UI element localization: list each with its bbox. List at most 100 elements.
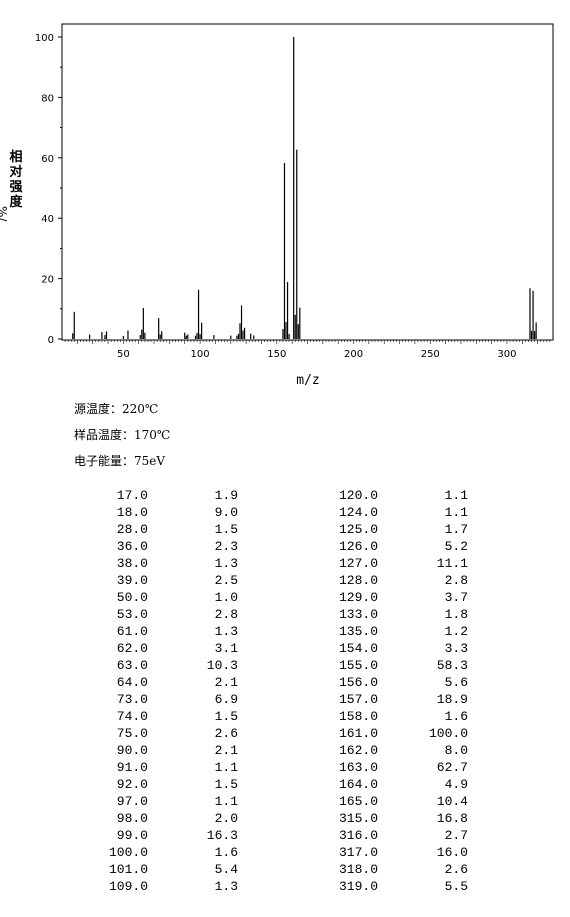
peak-mz: 124.0 <box>338 505 378 520</box>
measurement-params: 源温度：220℃ 样品温度：170℃ 电子能量：75eV <box>74 396 170 474</box>
plot-frame <box>61 23 554 341</box>
peak-mz: 133.0 <box>338 607 378 622</box>
y-axis-label: 相 对 强 度 <box>8 150 24 210</box>
y-axis-label-char: 度 <box>9 195 23 210</box>
peak-abundance: 2.0 <box>214 811 238 826</box>
peak-mz: 161.0 <box>338 726 378 741</box>
peak-abundance: 11.1 <box>436 556 468 571</box>
peak-abundance: 5.6 <box>444 675 468 690</box>
sample-temperature: 样品温度：170℃ <box>74 428 171 442</box>
y-axis: 0 20 40 60 80 100 <box>35 33 62 346</box>
y-tick-label: 20 <box>41 275 54 286</box>
x-tick-label: 100 <box>191 349 210 360</box>
mass-spectrum-chart: 0 20 40 60 80 100 50 100 150 200 250 300 m/z <box>35 23 554 388</box>
peak-abundance: 1.5 <box>214 777 238 792</box>
x-tick-label: 200 <box>344 349 363 360</box>
peak-abundance: 58.3 <box>436 658 468 673</box>
peak-mz: 98.0 <box>116 811 148 826</box>
peak-abundance: 3.3 <box>444 641 468 656</box>
peak-abundance: 9.0 <box>214 505 238 520</box>
peak-abundance: 1.8 <box>444 607 468 622</box>
y-axis-label-char: 相 <box>9 150 23 165</box>
peak-mz: 100.0 <box>108 845 148 860</box>
peak-abundance: 1.1 <box>444 505 468 520</box>
peak-abundance: 1.5 <box>214 709 238 724</box>
peak-abundance: 3.7 <box>444 590 468 605</box>
peak-abundance: 2.1 <box>214 675 238 690</box>
peak-abundance: 5.2 <box>444 539 468 554</box>
peak-mz: 109.0 <box>108 879 148 894</box>
peak-mz: 319.0 <box>338 879 378 894</box>
peak-mz: 317.0 <box>338 845 378 860</box>
peak-mz: 50.0 <box>116 590 148 605</box>
peak-abundance: 1.5 <box>214 522 238 537</box>
peak-mz: 135.0 <box>338 624 378 639</box>
x-axis-label: m/z <box>296 373 319 388</box>
peak-mz: 101.0 <box>108 862 148 877</box>
peak-abundance: 4.9 <box>444 777 468 792</box>
peak-mz: 75.0 <box>116 726 148 741</box>
y-tick-label: 80 <box>41 93 54 104</box>
peak-abundance: 1.0 <box>214 590 238 605</box>
peak-abundance: 1.3 <box>214 624 238 639</box>
x-tick-label: 250 <box>421 349 440 360</box>
peak-mz: 73.0 <box>116 692 148 707</box>
peak-bars <box>72 37 537 339</box>
peak-abundance: 1.1 <box>444 488 468 503</box>
peak-abundance: 1.1 <box>214 794 238 809</box>
peak-mz: 64.0 <box>116 675 148 690</box>
peak-abundance: 1.6 <box>444 709 468 724</box>
y-tick-label: 0 <box>48 335 54 346</box>
peak-mz: 126.0 <box>338 539 378 554</box>
peak-abundance: 2.6 <box>444 862 468 877</box>
peak-abundance: 16.0 <box>436 845 468 860</box>
peak-mz: 165.0 <box>338 794 378 809</box>
x-tick-label: 50 <box>117 349 130 360</box>
peak-abundance: 1.3 <box>214 556 238 571</box>
peak-mz: 157.0 <box>338 692 378 707</box>
peak-mz: 156.0 <box>338 675 378 690</box>
peak-mz: 128.0 <box>338 573 378 588</box>
peak-abundance: 2.6 <box>214 726 238 741</box>
peak-mz: 36.0 <box>116 539 148 554</box>
peak-mz: 316.0 <box>338 828 378 843</box>
peak-abundance: 1.9 <box>214 488 238 503</box>
peak-mz: 61.0 <box>116 624 148 639</box>
peak-mz: 28.0 <box>116 522 148 537</box>
peak-abundance: 1.2 <box>444 624 468 639</box>
peak-abundance: 16.8 <box>436 811 468 826</box>
peak-abundance: 5.4 <box>214 862 238 877</box>
peak-mz: 162.0 <box>338 743 378 758</box>
y-tick-label: 60 <box>41 154 54 165</box>
y-axis-label-char: 强 <box>9 180 23 195</box>
y-axis-label-char: 对 <box>9 165 23 180</box>
peak-mz: 125.0 <box>338 522 378 537</box>
peak-abundance: 16.3 <box>206 828 238 843</box>
peak-mz: 163.0 <box>338 760 378 775</box>
peak-abundance: 1.3 <box>214 879 238 894</box>
peak-abundance: 100.0 <box>428 726 468 741</box>
x-tick-label: 150 <box>267 349 286 360</box>
x-axis: 50 100 150 200 250 300 <box>64 340 551 360</box>
y-tick-label: 40 <box>41 214 54 225</box>
peak-mz: 53.0 <box>116 607 148 622</box>
peak-mz: 129.0 <box>338 590 378 605</box>
peak-mz: 120.0 <box>338 488 378 503</box>
peak-abundance: 5.5 <box>444 879 468 894</box>
peak-mz: 97.0 <box>116 794 148 809</box>
peak-mz: 158.0 <box>338 709 378 724</box>
peak-mz: 99.0 <box>116 828 148 843</box>
peak-abundance: 10.4 <box>436 794 468 809</box>
peak-mz: 154.0 <box>338 641 378 656</box>
peak-abundance: 62.7 <box>436 760 468 775</box>
peak-mz: 17.0 <box>116 488 148 503</box>
peak-abundance: 2.1 <box>214 743 238 758</box>
peak-mz: 127.0 <box>338 556 378 571</box>
peak-mz: 62.0 <box>116 641 148 656</box>
peak-mz: 91.0 <box>116 760 148 775</box>
peak-mz: 74.0 <box>116 709 148 724</box>
peak-mz: 164.0 <box>338 777 378 792</box>
source-temperature: 源温度：220℃ <box>74 402 159 416</box>
peak-mz: 92.0 <box>116 777 148 792</box>
peak-abundance: 10.3 <box>206 658 238 673</box>
